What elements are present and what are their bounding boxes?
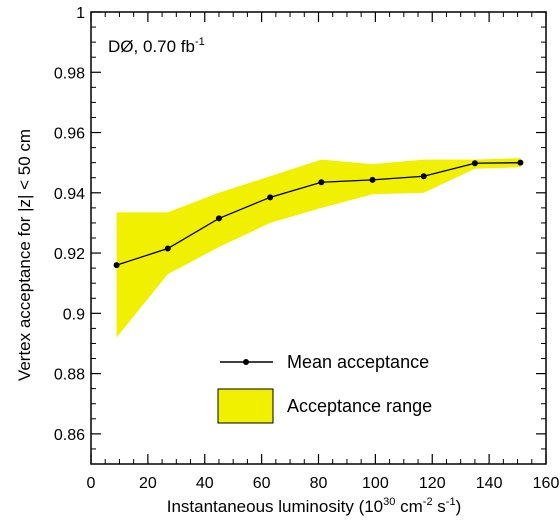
mean-acceptance-point	[113, 262, 120, 269]
mean-acceptance-point	[517, 159, 524, 166]
mean-acceptance-point	[420, 173, 427, 180]
mean-acceptance-point	[369, 176, 376, 183]
x-axis-title-main: Instantaneous luminosity (10	[167, 497, 383, 516]
x-tick-label: 60	[253, 475, 271, 492]
y-tick-label: 0.9	[63, 306, 85, 323]
y-axis-title: Vertex acceptance for |z| < 50 cm	[15, 129, 34, 381]
y-tick-label: 0.88	[54, 367, 85, 384]
y-tick-label: 0.96	[54, 126, 85, 143]
x-axis-title: Instantaneous luminosity (1030 cm-2 s-1)	[167, 496, 462, 516]
x-axis-title-sup2: -2	[423, 496, 433, 508]
mean-acceptance-point	[164, 245, 171, 252]
y-tick-label: 0.98	[54, 65, 85, 82]
x-tick-label: 160	[533, 475, 560, 492]
mean-acceptance-point	[267, 194, 274, 201]
legend-label-range: Acceptance range	[287, 396, 432, 416]
annotation-sup: -1	[195, 36, 205, 48]
x-tick-label: 100	[362, 475, 389, 492]
x-tick-label: 40	[196, 475, 214, 492]
y-tick-label: 0.92	[54, 246, 85, 263]
mean-acceptance-point	[318, 179, 325, 186]
y-tick-label: 0.86	[54, 427, 85, 444]
mean-acceptance-point	[215, 215, 222, 222]
x-tick-label: 20	[139, 475, 157, 492]
acceptance-range-band	[116, 158, 521, 338]
x-axis-title-end: )	[456, 497, 462, 516]
x-axis-title-sup1: 30	[383, 496, 395, 508]
x-tick-label: 80	[310, 475, 328, 492]
x-tick-label: 140	[476, 475, 503, 492]
annotation-main: DØ, 0.70 fb	[108, 37, 195, 56]
mean-line-layer	[113, 159, 524, 269]
x-tick-label: 0	[87, 475, 96, 492]
y-tick-label: 1	[76, 5, 85, 22]
y-tick-label: 0.94	[54, 186, 85, 203]
x-tick-label: 120	[419, 475, 446, 492]
acceptance-band-layer	[116, 158, 521, 338]
x-axis-title-mid1: cm	[395, 497, 422, 516]
mean-acceptance-point	[471, 160, 478, 167]
legend-band-swatch	[217, 388, 274, 424]
ticks-layer: 0 20 40 60 80 100 120 140 160 0.86 0.88 0.9 0.92 0.94…	[54, 5, 560, 492]
x-axis-title-mid2: s	[433, 497, 446, 516]
x-axis-title-sup3: -1	[446, 496, 456, 508]
legend-line-marker	[243, 359, 249, 365]
legend-label-mean: Mean acceptance	[287, 352, 429, 372]
experiment-annotation: DØ, 0.70 fb-1	[108, 36, 205, 56]
legend: Mean acceptance Acceptance range	[217, 352, 432, 424]
